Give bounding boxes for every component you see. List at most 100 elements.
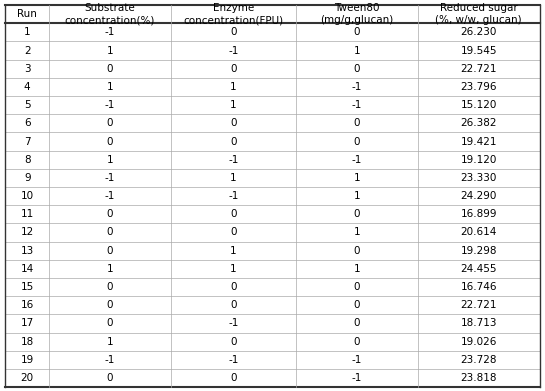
Text: -1: -1 bbox=[228, 318, 239, 328]
Text: 14: 14 bbox=[21, 264, 34, 274]
Text: 1: 1 bbox=[24, 27, 31, 38]
Text: 22.721: 22.721 bbox=[461, 64, 497, 74]
Text: 0: 0 bbox=[230, 118, 237, 128]
Text: -1: -1 bbox=[105, 100, 115, 110]
Text: 1: 1 bbox=[107, 45, 113, 56]
Text: 3: 3 bbox=[24, 64, 31, 74]
Text: 16: 16 bbox=[21, 300, 34, 310]
Text: 8: 8 bbox=[24, 155, 31, 165]
Text: 0: 0 bbox=[353, 318, 360, 328]
Text: 20: 20 bbox=[21, 373, 34, 383]
Text: 0: 0 bbox=[353, 118, 360, 128]
Text: Reduced sugar
(%, w/w, glucan): Reduced sugar (%, w/w, glucan) bbox=[435, 3, 522, 25]
Text: 0: 0 bbox=[107, 373, 113, 383]
Text: -1: -1 bbox=[228, 355, 239, 365]
Text: 19.026: 19.026 bbox=[461, 337, 497, 346]
Text: 1: 1 bbox=[230, 100, 237, 110]
Text: 1: 1 bbox=[107, 337, 113, 346]
Text: Tween80
(mg/g,glucan): Tween80 (mg/g,glucan) bbox=[320, 3, 393, 25]
Text: 26.382: 26.382 bbox=[461, 118, 497, 128]
Text: -1: -1 bbox=[105, 173, 115, 183]
Text: 0: 0 bbox=[230, 209, 237, 219]
Text: 1: 1 bbox=[353, 264, 360, 274]
Text: 1: 1 bbox=[107, 264, 113, 274]
Text: 23.330: 23.330 bbox=[461, 173, 497, 183]
Text: 1: 1 bbox=[353, 173, 360, 183]
Text: 1: 1 bbox=[353, 228, 360, 237]
Text: 1: 1 bbox=[230, 82, 237, 92]
Text: 0: 0 bbox=[230, 373, 237, 383]
Text: 15.120: 15.120 bbox=[461, 100, 497, 110]
Text: 1: 1 bbox=[230, 173, 237, 183]
Text: 23.728: 23.728 bbox=[461, 355, 497, 365]
Text: 26.230: 26.230 bbox=[461, 27, 497, 38]
Text: 0: 0 bbox=[107, 282, 113, 292]
Text: -1: -1 bbox=[352, 155, 362, 165]
Text: 4: 4 bbox=[24, 82, 31, 92]
Text: 0: 0 bbox=[353, 64, 360, 74]
Text: 0: 0 bbox=[107, 318, 113, 328]
Text: 1: 1 bbox=[353, 191, 360, 201]
Text: 0: 0 bbox=[353, 337, 360, 346]
Text: 0: 0 bbox=[353, 136, 360, 147]
Text: Run: Run bbox=[17, 9, 37, 19]
Text: 0: 0 bbox=[107, 64, 113, 74]
Text: 0: 0 bbox=[107, 228, 113, 237]
Text: 19.298: 19.298 bbox=[461, 246, 497, 256]
Text: 24.455: 24.455 bbox=[461, 264, 497, 274]
Text: 0: 0 bbox=[230, 136, 237, 147]
Text: 0: 0 bbox=[230, 27, 237, 38]
Text: 0: 0 bbox=[353, 282, 360, 292]
Text: -1: -1 bbox=[352, 373, 362, 383]
Text: 1: 1 bbox=[353, 45, 360, 56]
Text: 11: 11 bbox=[21, 209, 34, 219]
Text: 5: 5 bbox=[24, 100, 31, 110]
Text: 16.899: 16.899 bbox=[461, 209, 497, 219]
Text: 1: 1 bbox=[107, 155, 113, 165]
Text: 6: 6 bbox=[24, 118, 31, 128]
Text: 0: 0 bbox=[353, 300, 360, 310]
Text: 0: 0 bbox=[107, 246, 113, 256]
Text: 13: 13 bbox=[21, 246, 34, 256]
Text: 2: 2 bbox=[24, 45, 31, 56]
Text: 0: 0 bbox=[230, 64, 237, 74]
Text: 18.713: 18.713 bbox=[461, 318, 497, 328]
Text: 0: 0 bbox=[353, 246, 360, 256]
Text: 23.818: 23.818 bbox=[461, 373, 497, 383]
Text: -1: -1 bbox=[228, 191, 239, 201]
Text: 0: 0 bbox=[230, 300, 237, 310]
Text: 7: 7 bbox=[24, 136, 31, 147]
Text: 0: 0 bbox=[230, 282, 237, 292]
Text: 0: 0 bbox=[107, 300, 113, 310]
Text: -1: -1 bbox=[228, 45, 239, 56]
Text: 0: 0 bbox=[353, 209, 360, 219]
Text: 1: 1 bbox=[230, 246, 237, 256]
Text: Substrate
concentration(%): Substrate concentration(%) bbox=[65, 3, 155, 25]
Text: 0: 0 bbox=[107, 209, 113, 219]
Text: 17: 17 bbox=[21, 318, 34, 328]
Text: -1: -1 bbox=[105, 27, 115, 38]
Text: 0: 0 bbox=[107, 118, 113, 128]
Text: -1: -1 bbox=[352, 355, 362, 365]
Text: 9: 9 bbox=[24, 173, 31, 183]
Text: 18: 18 bbox=[21, 337, 34, 346]
Text: Enzyme
concentration(FPU): Enzyme concentration(FPU) bbox=[183, 3, 283, 25]
Text: 0: 0 bbox=[230, 228, 237, 237]
Text: 24.290: 24.290 bbox=[461, 191, 497, 201]
Text: 0: 0 bbox=[107, 136, 113, 147]
Text: 22.721: 22.721 bbox=[461, 300, 497, 310]
Text: 19.421: 19.421 bbox=[461, 136, 497, 147]
Text: 20.614: 20.614 bbox=[461, 228, 497, 237]
Text: 1: 1 bbox=[107, 82, 113, 92]
Text: 10: 10 bbox=[21, 191, 34, 201]
Text: 15: 15 bbox=[21, 282, 34, 292]
Text: -1: -1 bbox=[352, 82, 362, 92]
Text: 12: 12 bbox=[21, 228, 34, 237]
Text: 0: 0 bbox=[230, 337, 237, 346]
Text: -1: -1 bbox=[105, 355, 115, 365]
Text: -1: -1 bbox=[105, 191, 115, 201]
Text: 1: 1 bbox=[230, 264, 237, 274]
Text: 19: 19 bbox=[21, 355, 34, 365]
Text: 19.120: 19.120 bbox=[461, 155, 497, 165]
Text: -1: -1 bbox=[352, 100, 362, 110]
